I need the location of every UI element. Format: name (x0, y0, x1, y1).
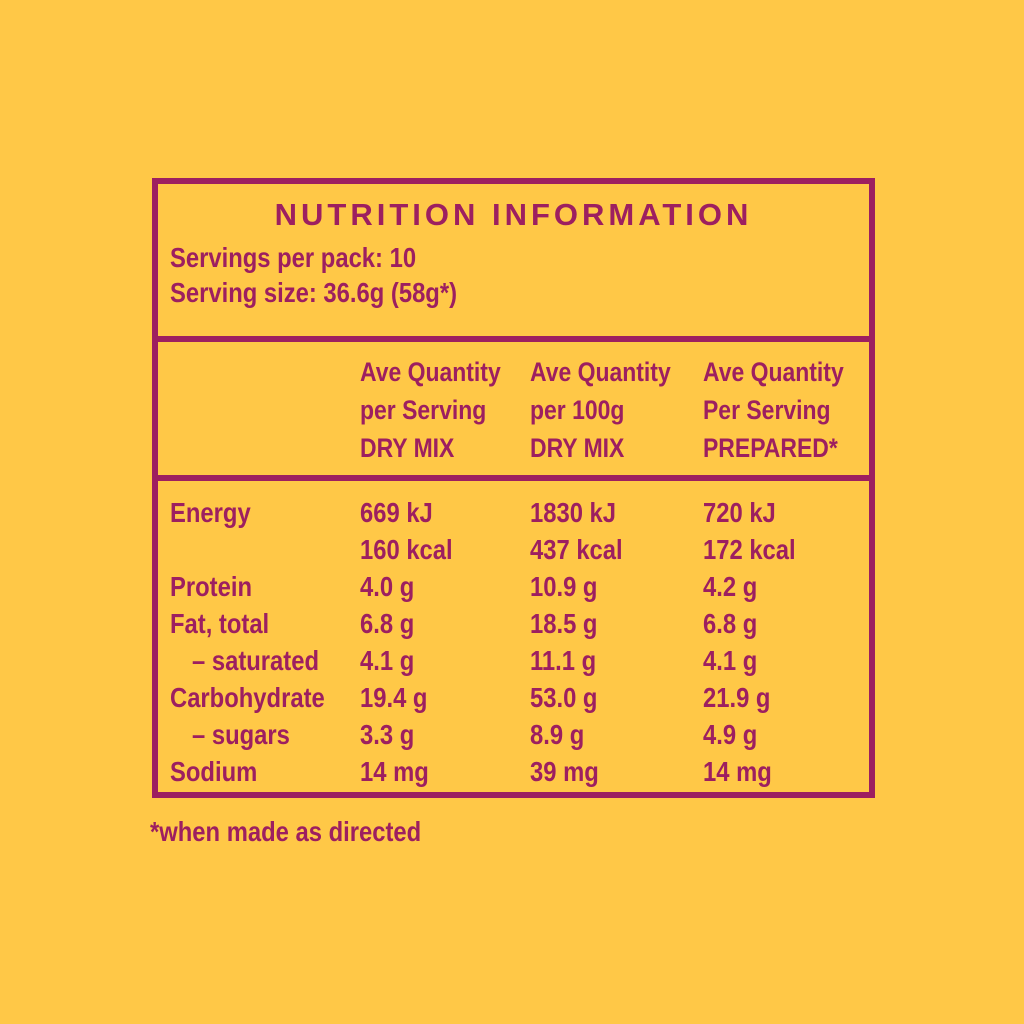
row-label-text: Protein (170, 571, 252, 602)
row-value-text: 172 kcal (703, 534, 796, 565)
row-value: 669 kJ (360, 494, 530, 531)
row-value-text: 4.2 g (703, 571, 758, 602)
column-header-line: per 100g (530, 395, 625, 425)
row-value-text: 6.8 g (360, 608, 415, 639)
row-label-text: Energy (170, 497, 251, 528)
row-value: 14 mg (703, 753, 869, 790)
row-value-text: 21.9 g (703, 682, 771, 713)
row-value: 4.2 g (703, 568, 869, 605)
column-header-line: DRY MIX (530, 433, 625, 463)
row-label: Protein (170, 568, 360, 605)
table-row-saturated-fat: – saturated 4.1 g 11.1 g 4.1 g (170, 642, 869, 679)
row-value: 720 kJ (703, 494, 869, 531)
row-value-text: 4.1 g (703, 645, 758, 676)
table-row-sugars: – sugars 3.3 g 8.9 g 4.9 g (170, 716, 869, 753)
column-header-per-100g-dry: Ave Quantity per 100g DRY MIX (530, 353, 703, 475)
prepared-footnote: *when made as directed (150, 816, 469, 848)
table-row-energy-kcal: 160 kcal 437 kcal 172 kcal (170, 531, 869, 568)
row-label: Carbohydrate (170, 679, 360, 716)
row-label: Fat, total (170, 605, 360, 642)
column-header-spacer (170, 353, 360, 475)
row-value: 160 kcal (360, 531, 530, 568)
row-value-text: 53.0 g (530, 682, 598, 713)
row-value-text: 669 kJ (360, 497, 433, 528)
column-header-per-serving-prepared: Ave Quantity Per Serving PREPARED* (703, 353, 869, 475)
row-label-text: – sugars (192, 719, 290, 750)
row-value-text: 4.1 g (360, 645, 415, 676)
row-value-text: 19.4 g (360, 682, 428, 713)
row-value: 4.0 g (360, 568, 530, 605)
row-value: 3.3 g (360, 716, 530, 753)
row-label-text: Sodium (170, 756, 258, 787)
row-value: 1830 kJ (530, 494, 703, 531)
row-value-text: 3.3 g (360, 719, 415, 750)
row-value-text: 720 kJ (703, 497, 776, 528)
panel-title: NUTRITION INFORMATION (274, 197, 753, 232)
row-value: 10.9 g (530, 568, 703, 605)
row-value-text: 4.9 g (703, 719, 758, 750)
row-value-text: 10.9 g (530, 571, 598, 602)
row-label (170, 531, 360, 568)
column-header-line: per Serving (360, 395, 487, 425)
column-headers-section: Ave Quantity per Serving DRY MIX Ave Qua… (158, 342, 869, 481)
column-header-line: Ave Quantity (703, 357, 844, 387)
row-value: 19.4 g (360, 679, 530, 716)
row-value: 8.9 g (530, 716, 703, 753)
row-value: 39 mg (530, 753, 703, 790)
table-row-sodium: Sodium 14 mg 39 mg 14 mg (170, 753, 869, 790)
column-header-per-serving-dry: Ave Quantity per Serving DRY MIX (360, 353, 530, 475)
prepared-footnote-text: *when made as directed (150, 816, 422, 847)
row-value: 4.9 g (703, 716, 869, 753)
row-value: 4.1 g (703, 642, 869, 679)
serving-size: Serving size: 36.6g (58g*) (170, 277, 458, 308)
panel-header-section: NUTRITION INFORMATION Servings per pack:… (158, 197, 869, 342)
row-value-text: 6.8 g (703, 608, 758, 639)
row-value-text: 8.9 g (530, 719, 585, 750)
row-value: 18.5 g (530, 605, 703, 642)
row-label: – sugars (170, 716, 360, 753)
column-header-line: Ave Quantity (530, 357, 671, 387)
row-value: 172 kcal (703, 531, 869, 568)
row-value: 4.1 g (360, 642, 530, 679)
row-value: 6.8 g (703, 605, 869, 642)
row-value: 437 kcal (530, 531, 703, 568)
row-value-text: 160 kcal (360, 534, 453, 565)
row-value-text: 1830 kJ (530, 497, 617, 528)
row-value: 21.9 g (703, 679, 869, 716)
row-label: Sodium (170, 753, 360, 790)
row-value: 14 mg (360, 753, 530, 790)
row-value: 53.0 g (530, 679, 703, 716)
table-row-protein: Protein 4.0 g 10.9 g 4.2 g (170, 568, 869, 605)
row-value-text: 18.5 g (530, 608, 598, 639)
row-label-text: – saturated (192, 645, 319, 676)
row-value-text: 14 mg (360, 756, 429, 787)
row-value-text: 14 mg (703, 756, 772, 787)
row-value: 6.8 g (360, 605, 530, 642)
row-value-text: 39 mg (530, 756, 599, 787)
row-label-text: Fat, total (170, 608, 270, 639)
serving-info: Servings per pack: 10 Serving size: 36.6… (158, 240, 869, 310)
row-value-text: 11.1 g (530, 645, 597, 676)
table-row-energy-kj: Energy 669 kJ 1830 kJ 720 kJ (170, 494, 869, 531)
column-header-line: PREPARED* (703, 433, 838, 463)
row-label: – saturated (170, 642, 360, 679)
column-header-line: Ave Quantity (360, 357, 501, 387)
nutrition-panel: NUTRITION INFORMATION Servings per pack:… (152, 178, 875, 798)
row-label-text: Carbohydrate (170, 682, 325, 713)
table-row-fat-total: Fat, total 6.8 g 18.5 g 6.8 g (170, 605, 869, 642)
row-label: Energy (170, 494, 360, 531)
column-header-line: DRY MIX (360, 433, 455, 463)
table-row-carbohydrate: Carbohydrate 19.4 g 53.0 g 21.9 g (170, 679, 869, 716)
servings-per-pack: Servings per pack: 10 (170, 242, 417, 273)
nutrient-rows-section: Energy 669 kJ 1830 kJ 720 kJ 160 kcal 43… (158, 481, 869, 790)
column-header-line: Per Serving (703, 395, 831, 425)
row-value: 11.1 g (530, 642, 703, 679)
row-value-text: 4.0 g (360, 571, 415, 602)
row-value-text: 437 kcal (530, 534, 623, 565)
